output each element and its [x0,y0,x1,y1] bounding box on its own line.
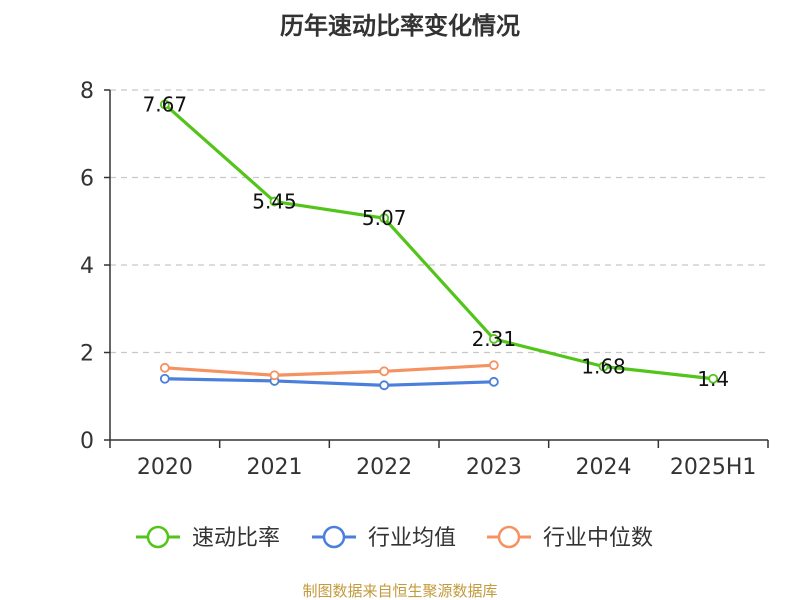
legend-swatch-marker [146,525,170,549]
data-point[interactable] [488,376,499,387]
data-label: 2.31 [472,327,517,351]
legend-item-2[interactable]: 行业中位数 [487,525,653,551]
data-point[interactable] [269,370,280,381]
legend-item-0[interactable]: 速动比率 [136,525,280,551]
series-line-2 [163,363,496,377]
chart-title: 历年速动比率变化情况 [280,12,520,40]
data-label: 5.45 [252,190,297,214]
data-point[interactable] [488,334,499,344]
x-tick-label: 2021 [247,455,303,480]
legend-label: 速动比率 [192,526,280,551]
data-point[interactable] [488,360,499,371]
legend-swatch-marker [322,525,346,549]
grid-lines [110,89,768,354]
source-note: 制图数据来自恒生聚源数据库 [302,582,497,600]
data-label: 7.67 [143,92,188,116]
data-label: 1.4 [697,367,729,391]
y-tick-label: 4 [80,254,94,279]
legend-swatch-marker [497,525,521,549]
data-point[interactable] [708,373,719,384]
y-tick-label: 8 [80,79,94,104]
x-tick-label: 2024 [576,455,632,480]
axes: 0 2 4 6 8 2020 2021 2022 2023 2024 2025H1 [80,79,769,480]
data-point[interactable] [159,373,170,384]
data-point[interactable] [598,361,609,372]
data-point[interactable] [379,380,390,391]
data-point[interactable] [159,362,170,373]
series-lines [159,99,719,391]
legend-label: 行业中位数 [543,526,653,551]
data-label: 1.68 [581,355,626,379]
series-line-0 [163,102,715,381]
data-point[interactable] [269,196,280,207]
legend: 速动比率 行业均值 行业中位数 [136,525,653,551]
x-tick-label: 2025H1 [670,455,757,480]
series-line-1 [163,377,496,387]
legend-label: 行业均值 [368,526,456,551]
data-point[interactable] [379,366,390,377]
data-point[interactable] [379,213,390,224]
y-tick-label: 6 [80,167,94,192]
y-tick-label: 0 [80,429,94,454]
y-tick-label: 2 [80,342,94,367]
x-tick-label: 2022 [356,455,412,480]
data-labels: 7.67 5.45 5.07 2.31 1.68 1.4 [143,92,730,390]
legend-item-1[interactable]: 行业均值 [312,525,456,551]
data-label: 5.07 [362,206,407,230]
x-tick-label: 2020 [137,455,193,480]
data-point[interactable] [159,99,170,110]
x-tick-label: 2023 [466,455,522,480]
